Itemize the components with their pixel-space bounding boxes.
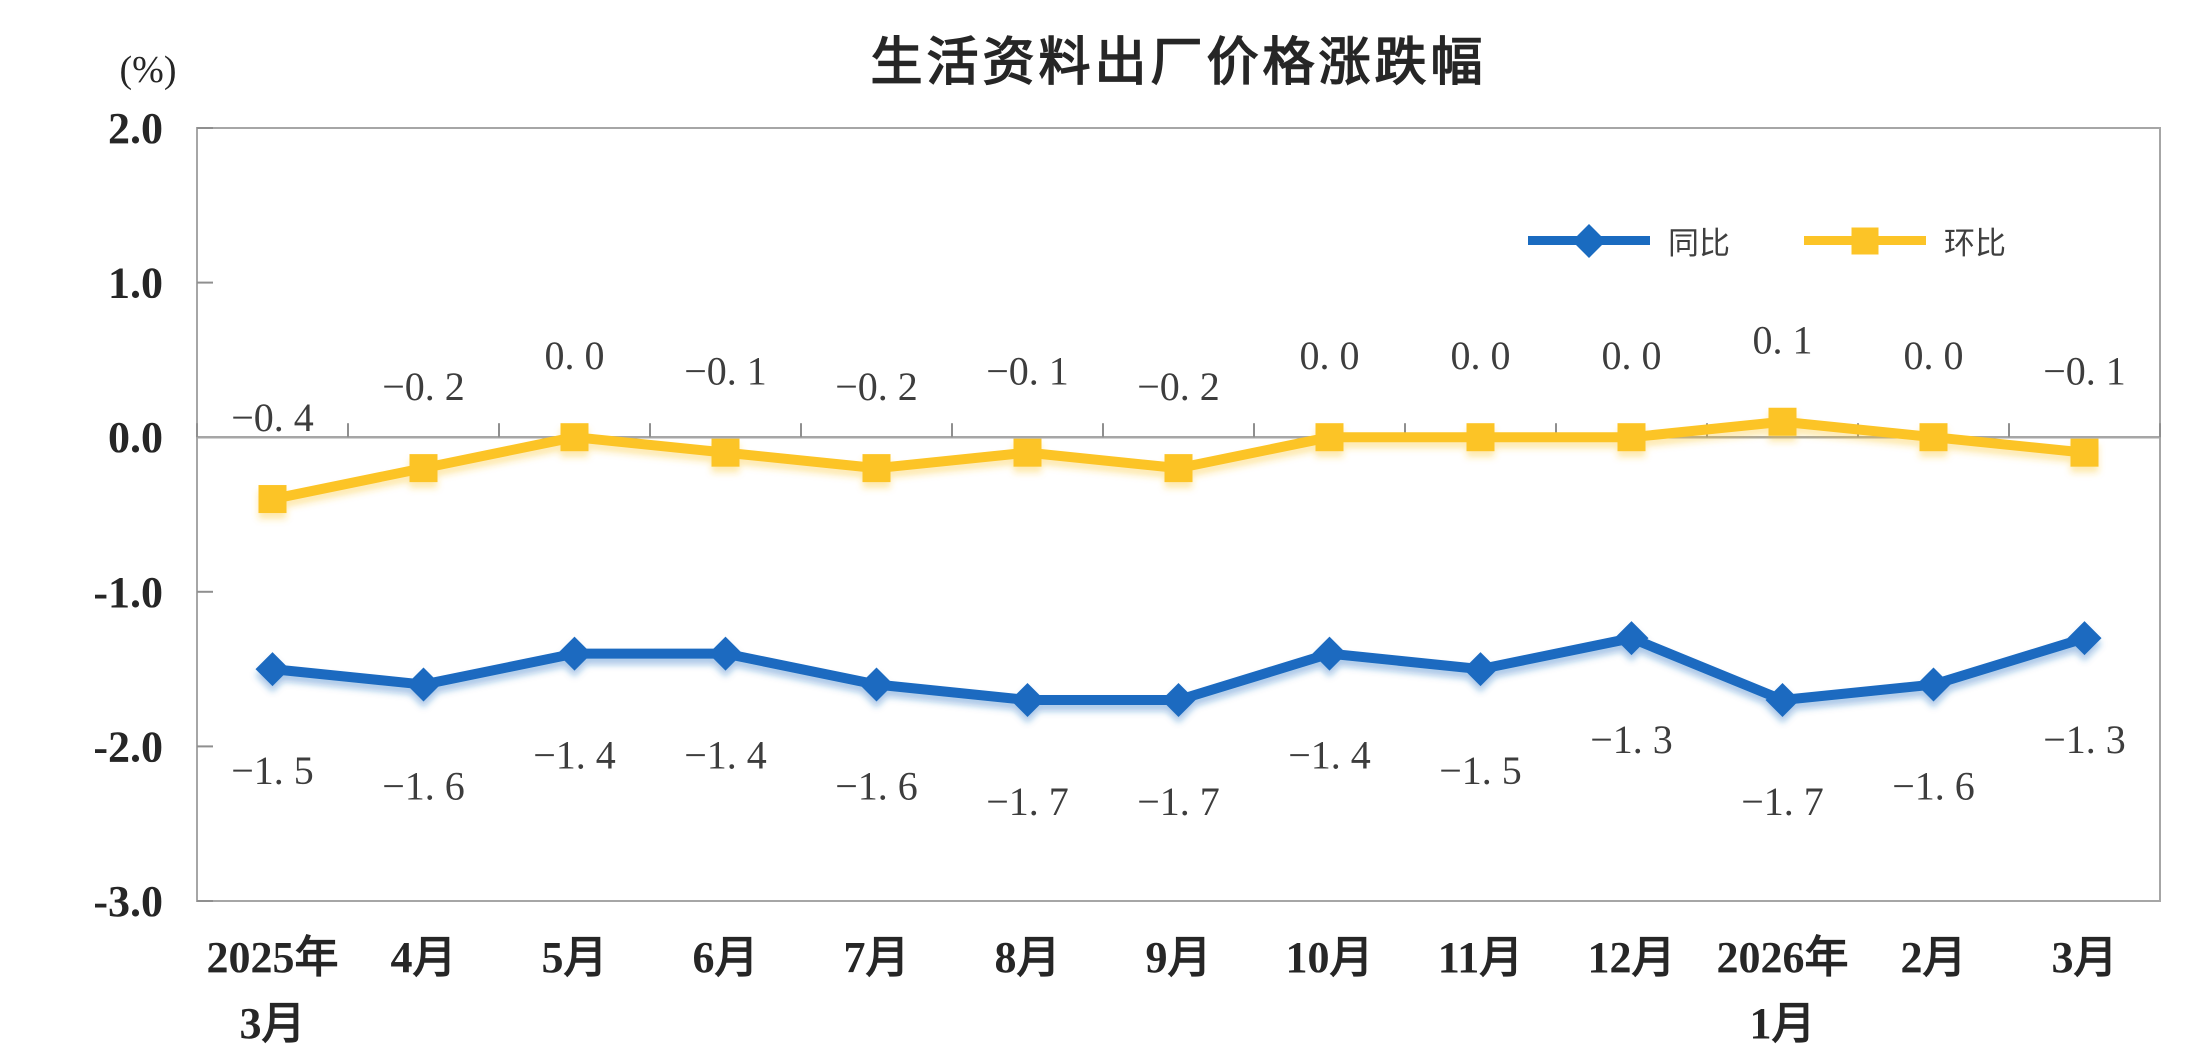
data-label: −1. 5 [231,748,314,793]
legend-label-huanbi: 环比 [1944,226,2006,261]
x-axis-tick-label: 2026年 [1717,933,1849,982]
diamond-marker [859,667,894,702]
diamond-marker [557,636,592,671]
data-label: 0. 0 [545,333,605,378]
y-axis-tick-label: -2.0 [93,722,163,771]
y-axis-tick-label: 2.0 [108,104,163,153]
square-marker [1466,423,1495,452]
y-axis-tick-label: -1.0 [93,568,163,617]
data-label: −1. 7 [1137,779,1220,824]
x-axis-tick-label: 4月 [391,933,457,982]
diamond-marker [2067,621,2102,656]
x-axis-tick-label: 10月 [1286,933,1374,982]
data-label: −1. 4 [1288,733,1371,778]
x-axis-tick-label: 7月 [844,933,910,982]
x-axis-tick-label: 1月 [1750,999,1816,1048]
square-marker [1315,423,1344,452]
data-label: −1. 6 [1892,764,1975,809]
data-label: 0. 0 [1904,333,1964,378]
diamond-marker [1916,667,1951,702]
data-label: −0. 1 [2043,349,2126,394]
chart-title: 生活资料出厂价格涨跌幅 [870,34,1487,92]
diamond-marker [1312,636,1347,671]
x-axis-tick-label: 8月 [995,933,1061,982]
x-axis-tick-label: 2月 [1901,933,1967,982]
data-label: 0. 0 [1451,333,1511,378]
data-label: −0. 1 [986,349,1069,394]
square-marker [2070,438,2099,467]
legend: 同比 环比 [1528,218,2006,263]
x-axis-tick-label: 3月 [2052,933,2118,982]
square-marker-icon [1851,227,1879,254]
diamond-marker [1614,621,1649,656]
y-axis-tick-label: 0.0 [108,413,163,462]
data-label: −1. 4 [533,733,616,778]
x-axis-tick-label: 2025年 [207,933,339,982]
plot-border [196,127,2161,902]
diamond-marker [406,667,441,702]
diamond-marker [1010,683,1045,718]
data-label: −1. 3 [2043,717,2126,762]
data-label: −1. 4 [684,733,767,778]
square-marker [1013,438,1042,467]
data-label: 0. 0 [1300,333,1360,378]
line-diamond-icon [1528,223,1650,258]
y-axis-tick-label: 1.0 [108,259,163,308]
square-marker [1617,423,1646,452]
data-label: −1. 6 [835,764,918,809]
line-square-icon [1804,227,1926,254]
diamond-marker [1463,652,1498,687]
diamond-marker [1765,683,1800,718]
data-label: −1. 5 [1439,748,1522,793]
diamond-marker-icon [1572,223,1606,258]
data-label: 0. 0 [1602,333,1662,378]
x-axis-tick-label: 5月 [542,933,608,982]
data-label: −1. 7 [1741,779,1824,824]
legend-label-tongbi: 同比 [1668,226,1730,261]
x-axis-tick-label: 11月 [1438,933,1524,982]
data-label: −1. 6 [382,764,465,809]
series-环比 [258,407,2099,514]
diamond-marker [1161,683,1196,718]
y-axis-tick-label: -3.0 [93,877,163,926]
diamond-marker [255,652,290,687]
data-label: −0. 2 [835,364,918,409]
series-同比 [255,621,2102,718]
x-axis-tick-label: 3月 [240,999,306,1048]
square-marker [409,454,438,483]
data-label: 0. 1 [1753,318,1813,363]
x-axis-tick-label: 9月 [1146,933,1212,982]
diamond-marker [708,636,743,671]
legend-item-tongbi: 同比 [1528,218,1730,263]
y-axis-unit-label: (%) [119,49,177,91]
square-marker [1768,407,1797,436]
square-marker [1164,454,1193,483]
data-label: −0. 2 [1137,364,1220,409]
square-marker [560,423,589,452]
square-marker [862,454,891,483]
data-label: −0. 4 [231,395,314,440]
data-label: −1. 3 [1590,717,1673,762]
x-axis-tick-label: 12月 [1588,933,1676,982]
data-label: −1. 7 [986,779,1069,824]
x-axis-tick-label: 6月 [693,933,759,982]
square-marker [258,485,287,514]
square-marker [711,438,740,467]
data-label: −0. 1 [684,349,767,394]
square-marker [1919,423,1948,452]
legend-item-huanbi: 环比 [1804,218,2006,263]
data-label: −0. 2 [382,364,465,409]
